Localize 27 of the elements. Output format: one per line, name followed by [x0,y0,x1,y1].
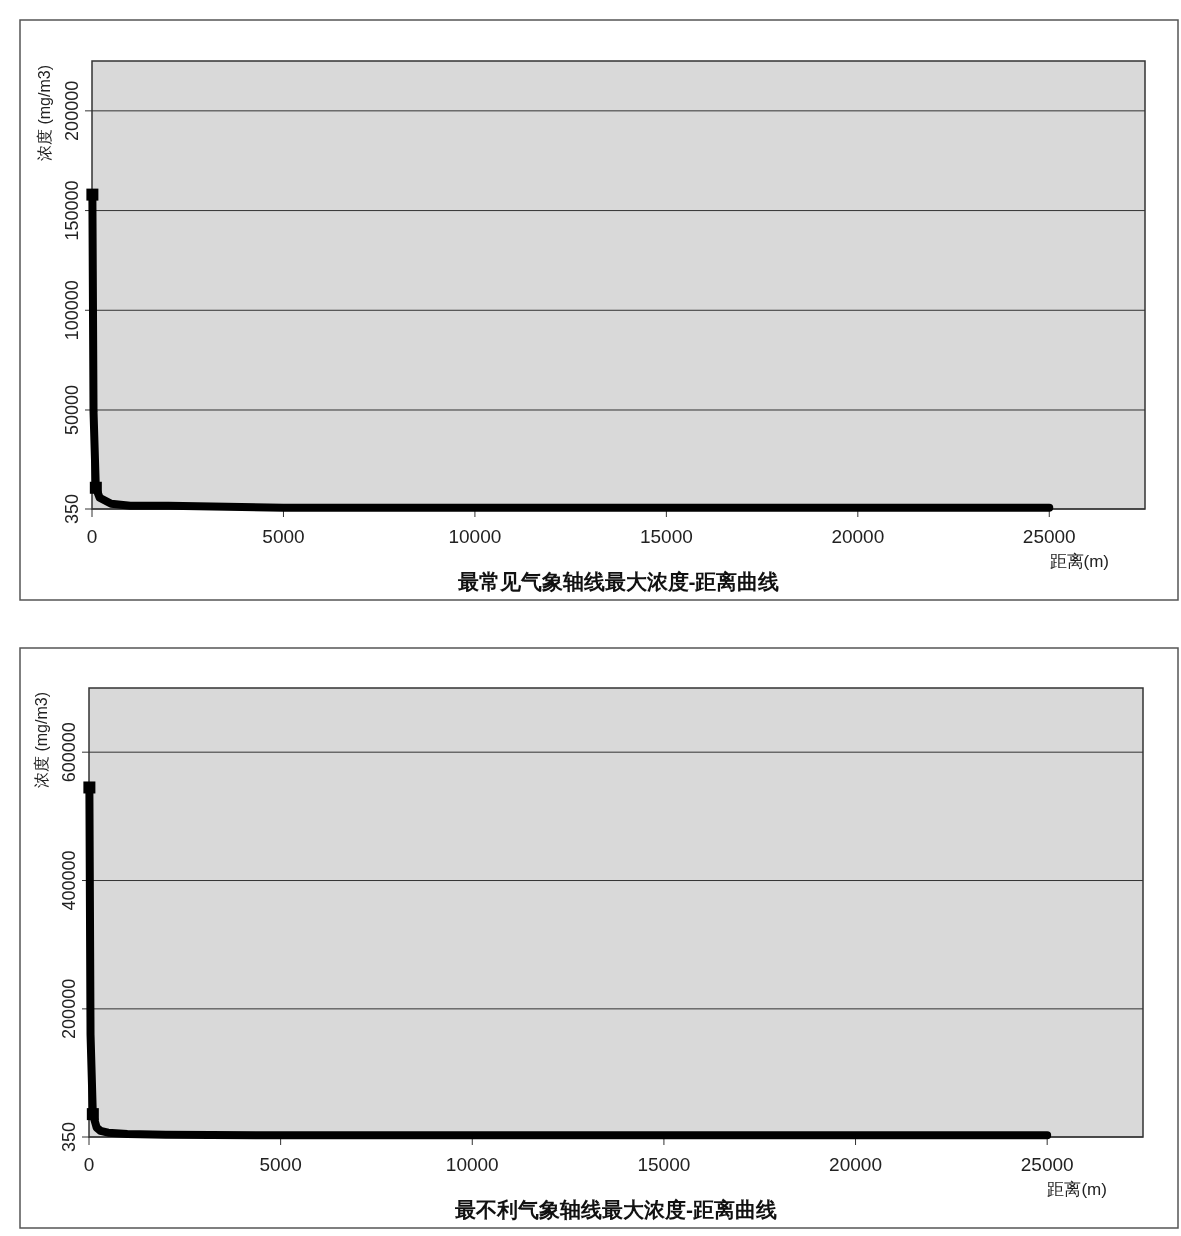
y-tick-label: 200000 [62,80,82,141]
x-tick-label: 15000 [639,526,693,547]
y-tick-label: 150000 [62,180,82,241]
x-tick-label: 25000 [1022,526,1076,547]
text: 最常见气象轴线最大浓度-距离曲线 [456,570,780,593]
x-tick-label: 5000 [262,526,305,547]
y-axis-title: 浓度 (mg/m3) [36,65,53,161]
y-axis-title: 浓度 (mg/m3) [33,692,50,788]
y-tick-label: 400000 [59,850,79,911]
x-tick-label: 15000 [637,1154,691,1175]
text: 最不利气象轴线最大浓度-距离曲线 [454,1198,777,1221]
x-tick-label: 10000 [445,1154,499,1175]
x-tick-label: 20000 [831,526,885,547]
x-tick-label: 0 [86,526,98,547]
x-tick-label: 20000 [829,1154,882,1175]
x-tick-label: 25000 [1020,1154,1074,1175]
y-tick-label: 600000 [59,722,79,783]
y-tick-label: 100000 [62,280,82,341]
x-tick-label: 5000 [259,1154,302,1175]
y-tick-label: 200000 [59,978,79,1039]
y-tick-label: 350 [62,493,82,525]
y-tick-label: 350 [59,1121,79,1153]
x-axis-title: 距离(m) [1047,1180,1107,1199]
x-tick-label: 0 [83,1154,95,1175]
x-axis-title: 距离(m) [1049,552,1110,571]
x-tick-label: 10000 [448,526,502,547]
y-tick-label: 50000 [62,384,82,436]
